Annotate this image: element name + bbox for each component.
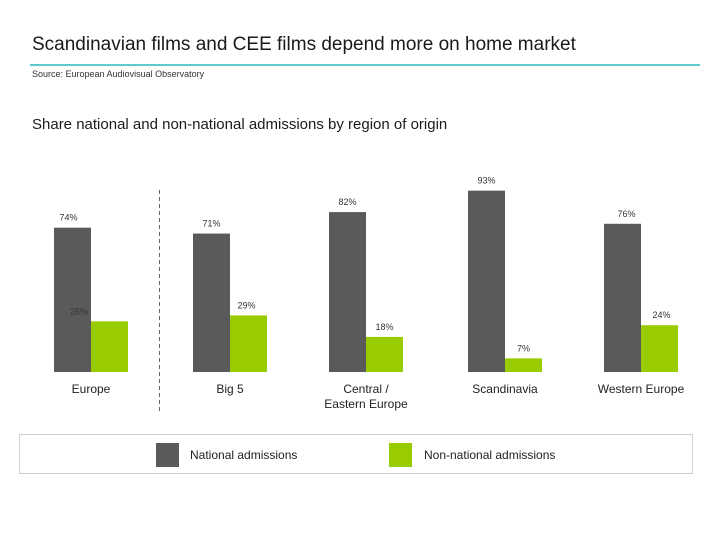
value-label-national-western-europe: 76%: [617, 209, 635, 219]
bar-national-western-europe: [604, 223, 641, 372]
value-label-national-big-5: 71%: [202, 219, 220, 229]
bar-chart: 74% 26% Europe 71% 29% Big 5 82% 18% Central /Ea…: [54, 176, 685, 412]
bar-non-national-scandinavia: [505, 358, 542, 372]
legend-swatch-national: [156, 443, 179, 467]
bar-non-national-central-eastern-europe: [366, 336, 403, 372]
value-label-non-national-central-eastern-europe: 18%: [375, 322, 393, 332]
category-label-europe: Europe: [72, 382, 111, 396]
chart-subtitle: Share national and non-national admissio…: [32, 116, 448, 133]
value-label-national-scandinavia: 93%: [477, 176, 495, 186]
bar-national-scandinavia: [468, 190, 505, 372]
category-label-western-europe: Western Europe: [598, 382, 685, 396]
value-label-non-national-big-5: 29%: [237, 300, 255, 310]
bar-non-national-europe: [91, 321, 128, 372]
bar-non-national-big-5: [230, 315, 267, 372]
legend: National admissions Non-national admissi…: [19, 434, 693, 474]
value-label-national-central-eastern-europe: 82%: [338, 197, 356, 207]
legend-swatch-non-national: [389, 443, 412, 467]
value-label-national-europe: 74%: [59, 213, 77, 223]
category-label-scandinavia: Scandinavia: [472, 382, 538, 396]
bar-non-national-western-europe: [641, 325, 678, 372]
legend-label-national: National admissions: [190, 448, 298, 462]
chart-title: Scandinavian films and CEE films depend …: [32, 34, 576, 55]
bar-national-big-5: [193, 233, 230, 372]
source-note: Source: European Audiovisual Observatory: [32, 69, 205, 79]
value-label-non-national-scandinavia: 7%: [517, 343, 530, 353]
category-label-big-5: Big 5: [216, 382, 244, 396]
title-underline: [30, 64, 700, 66]
category-label-central-eastern-europe-line1: Central /: [343, 382, 389, 396]
bar-national-central-eastern-europe: [329, 212, 366, 372]
category-label-central-eastern-europe-line2: Eastern Europe: [324, 397, 408, 411]
bar-national-europe: [54, 227, 91, 372]
legend-label-non-national: Non-national admissions: [424, 448, 556, 462]
value-label-non-national-western-europe: 24%: [652, 310, 670, 320]
value-label-non-national-europe: 26%: [70, 306, 88, 316]
